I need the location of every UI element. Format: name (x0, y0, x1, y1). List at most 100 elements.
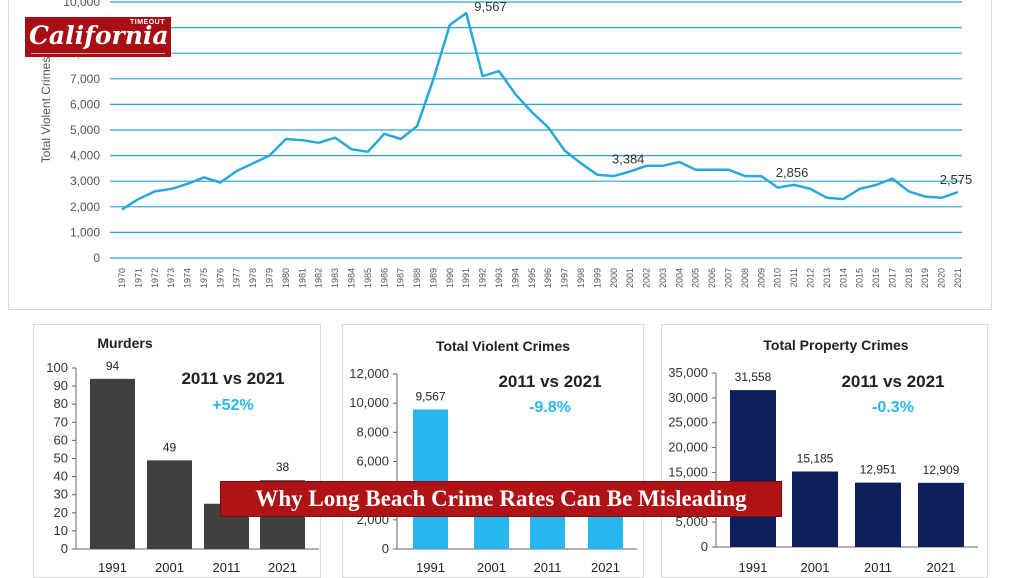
line-chart-xtick: 2007 (724, 268, 734, 288)
property-value-label: 31,558 (735, 370, 772, 384)
line-chart-xtick: 2003 (658, 268, 668, 288)
murders-ytick: 50 (54, 451, 68, 466)
line-chart-xtick: 2008 (740, 268, 750, 288)
line-chart-xtick: 1978 (248, 268, 258, 288)
violent-bar (413, 409, 448, 549)
murders-comparison-label: 2011 vs 2021 (181, 369, 284, 388)
california-logo: TIMEOUT California (25, 17, 171, 57)
murders-ytick: 40 (54, 469, 68, 484)
line-chart-annotation: 2,575 (940, 172, 973, 187)
murders-value-label: 49 (163, 440, 177, 454)
property-comparison-label: 2011 vs 2021 (841, 372, 944, 391)
murders-ytick: 10 (54, 523, 68, 538)
line-chart-annotation: 2,856 (776, 165, 809, 180)
line-chart-xtick: 1970 (117, 268, 127, 288)
violent-xtick: 2011 (534, 560, 562, 575)
line-chart-xtick: 2014 (838, 268, 848, 288)
line-chart-ytick: 4,000 (70, 149, 100, 163)
murders-ytick: 90 (54, 378, 68, 393)
violent-value-label: 9,567 (415, 389, 445, 403)
violent-comparison-change: -9.8% (529, 399, 571, 416)
violent-xtick: 1991 (416, 560, 445, 575)
line-chart-xtick: 2012 (805, 268, 815, 288)
line-chart-xtick: 1976 (215, 268, 225, 288)
murders-bar (90, 378, 135, 549)
line-chart-xtick: 1989 (428, 268, 438, 288)
violent-crimes-line (121, 11, 959, 211)
violent-ytick: 0 (382, 541, 389, 556)
line-chart-xtick: 1972 (150, 268, 160, 288)
line-chart-xtick: 1993 (494, 268, 504, 288)
property-title: Total Property Crimes (763, 337, 908, 353)
property-ytick: 25,000 (668, 415, 708, 430)
murders-value-label: 94 (106, 359, 120, 373)
violent-xtick: 2021 (591, 560, 620, 575)
murders-xtick: 1991 (98, 560, 127, 575)
line-chart-ytick: 1,000 (70, 225, 100, 239)
line-chart-xtick: 2013 (822, 268, 832, 288)
line-chart-xtick: 1992 (478, 268, 488, 288)
line-chart-xtick: 2010 (773, 268, 783, 288)
line-chart-xtick: 1981 (297, 268, 307, 288)
murders-ytick: 30 (54, 487, 68, 502)
line-chart-xtick: 1979 (265, 268, 275, 288)
murders-xtick: 2011 (213, 560, 241, 575)
line-chart-xtick: 1997 (560, 268, 570, 288)
murders-ytick: 70 (54, 414, 68, 429)
property-ytick: 5,000 (675, 514, 708, 529)
violent-xtick: 2001 (477, 560, 506, 575)
line-chart-frame (8, 0, 992, 310)
line-chart-ytick: 2,000 (70, 200, 100, 214)
line-chart-xtick: 1974 (183, 268, 193, 288)
violent-comparison-label: 2011 vs 2021 (498, 372, 601, 391)
logo-small-text: TIMEOUT (130, 19, 165, 26)
line-chart-annotation: 9,567 (474, 0, 507, 14)
violent-ytick: 12,000 (349, 366, 389, 381)
violent-ytick: 6,000 (356, 454, 389, 469)
line-chart-xtick: 2015 (855, 268, 865, 288)
logo-rule (31, 53, 165, 54)
line-chart-xtick: 1985 (363, 268, 373, 288)
murders-value-label: 38 (276, 460, 290, 474)
line-chart-ylabel: Total Violent Crimes (39, 57, 53, 164)
property-ytick: 0 (701, 539, 708, 554)
property-ytick: 30,000 (668, 390, 708, 405)
property-ytick: 20,000 (668, 440, 708, 455)
murders-xtick: 2001 (155, 560, 184, 575)
property-bar (918, 482, 964, 547)
line-chart-xtick: 2019 (920, 268, 930, 288)
line-chart-xtick: 2002 (642, 268, 652, 288)
murders-ytick: 100 (46, 360, 68, 375)
property-bar (855, 482, 901, 547)
property-bar (730, 390, 776, 547)
violent-ytick: 10,000 (349, 395, 389, 410)
line-chart-xtick: 2001 (625, 268, 635, 288)
line-chart-xtick: 2006 (707, 268, 717, 288)
line-chart-xtick: 1994 (510, 268, 520, 288)
line-chart-ytick: 10,000 (63, 0, 100, 9)
murders-comparison-change: +52% (212, 397, 253, 414)
property-value-label: 12,909 (923, 463, 960, 477)
line-chart-xtick: 2017 (887, 268, 897, 288)
logo-main-text: California (29, 21, 169, 50)
murders-title: Murders (97, 335, 152, 351)
headline-banner: Why Long Beach Crime Rates Can Be Mislea… (220, 481, 782, 517)
murders-bar (147, 460, 192, 549)
line-chart-xtick: 1984 (346, 268, 356, 288)
murders-ytick: 60 (54, 432, 68, 447)
line-chart-xtick: 2016 (871, 268, 881, 288)
murders-xtick: 2021 (268, 560, 297, 575)
line-chart-xtick: 1991 (461, 268, 471, 288)
line-chart-xtick: 1986 (379, 268, 389, 288)
property-xtick: 2021 (927, 560, 956, 575)
line-chart-xtick: 1998 (576, 268, 586, 288)
line-chart-xtick: 2004 (674, 268, 684, 288)
line-chart-annotation: 3,384 (612, 151, 645, 166)
line-chart-xtick: 1982 (314, 268, 324, 288)
line-chart-xtick: 2021 (953, 268, 963, 288)
line-chart-ytick: 0 (93, 251, 100, 265)
property-value-label: 15,185 (797, 452, 834, 466)
violent-bar (588, 511, 623, 549)
line-chart-ytick: 7,000 (70, 72, 100, 86)
